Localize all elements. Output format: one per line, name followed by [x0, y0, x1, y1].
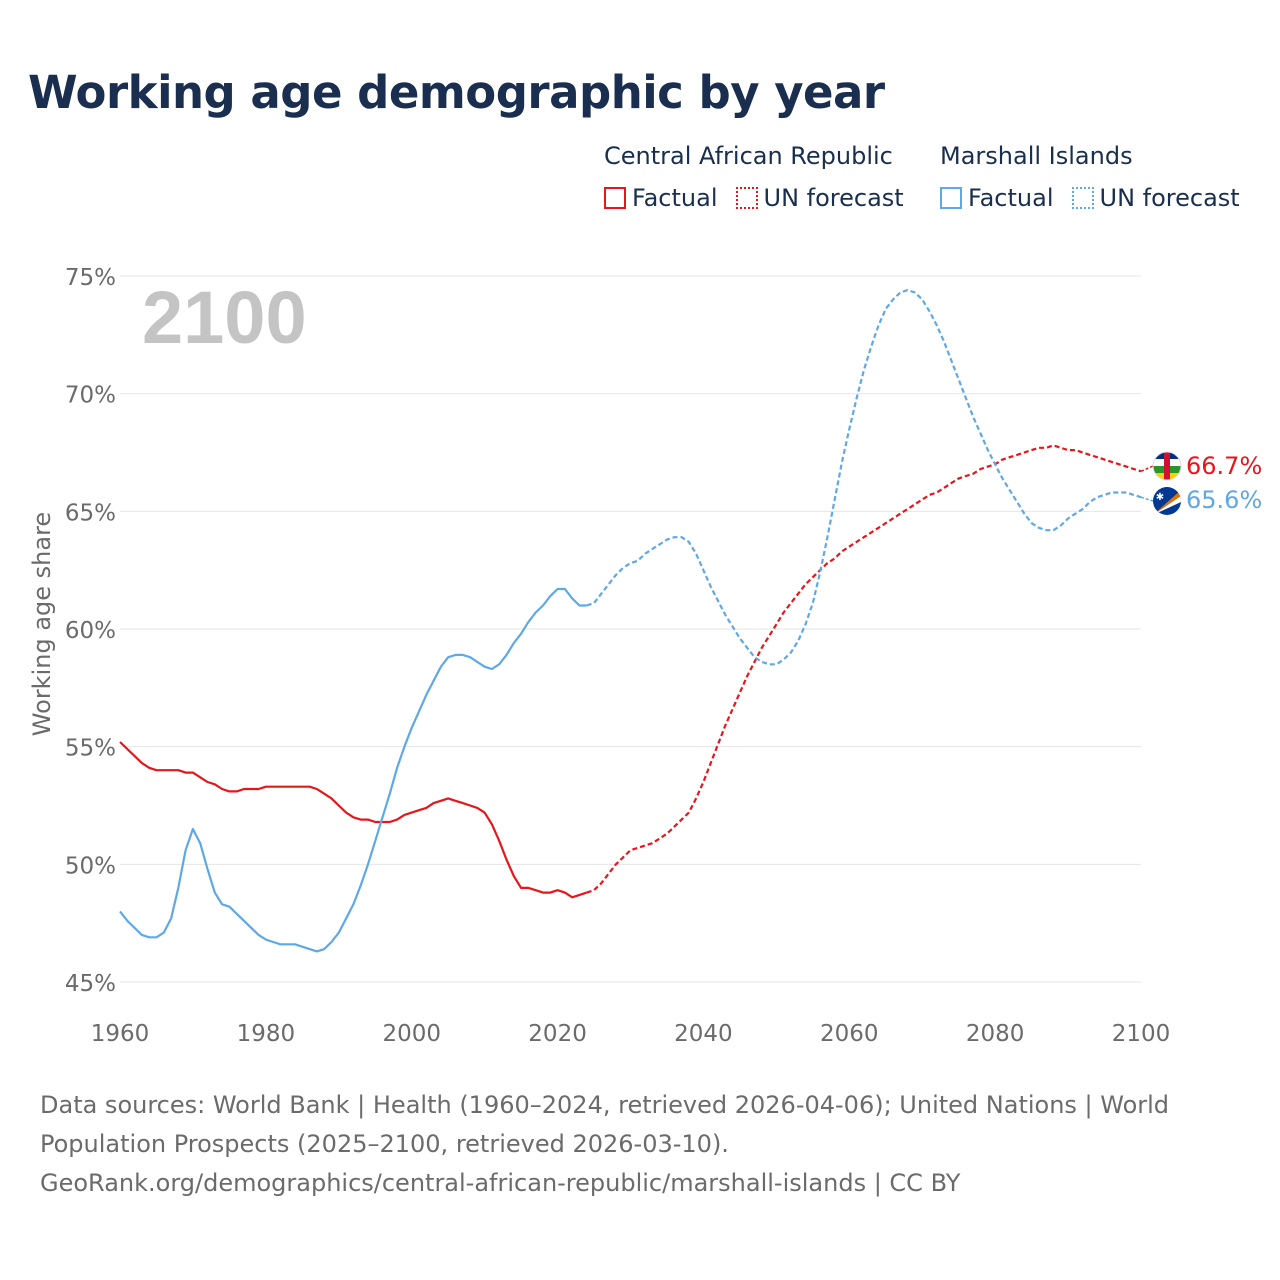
y-tick-label: 60% [65, 618, 116, 644]
y-tick-label: 45% [65, 971, 116, 997]
y-axis-ticks: 45% 50% 55% 60% 65% 70% 75% [65, 265, 116, 997]
grid-lines [120, 275, 1141, 983]
x-axis-ticks: 1960 1980 2000 2020 2040 2060 2080 2100 [91, 1021, 1171, 1047]
series-line-mhl-forecast[interactable] [586, 289, 1142, 666]
series-line-mhl-factual[interactable] [119, 587, 587, 953]
legend-group-car: Central African Republic Factual UN fore… [604, 142, 904, 212]
flag-icon-car [1152, 451, 1182, 481]
y-tick-label: 55% [65, 736, 116, 762]
legend-swatch-dotted [735, 187, 758, 209]
data-sources: Data sources: World Bank | Health (1960–… [40, 1086, 1240, 1203]
sources-line: Population Prospects (2025–2100, retriev… [40, 1130, 729, 1158]
x-tick-label: 2020 [528, 1021, 587, 1047]
legend-swatch-dotted [1071, 187, 1094, 209]
y-tick-label: 65% [65, 500, 116, 526]
x-tick-label: 2040 [674, 1021, 733, 1047]
y-tick-label: 70% [65, 383, 116, 409]
y-tick-label: 75% [65, 265, 116, 291]
svg-text:✱: ✱ [1156, 492, 1164, 503]
series-line-car-forecast[interactable] [586, 444, 1142, 894]
end-label-car: 66.7% [1186, 452, 1262, 480]
end-label-mhl: 65.6% [1186, 486, 1262, 514]
y-axis-title: Working age share [28, 512, 56, 736]
series-lines [119, 289, 1154, 953]
x-tick-label: 2100 [1112, 1021, 1171, 1047]
legend-item-mhl-forecast[interactable]: UN forecast [1071, 184, 1240, 212]
legend-swatch-solid [604, 187, 626, 209]
legend-group-mhl: Marshall Islands Factual UN forecast [940, 142, 1240, 212]
legend-label: Factual [632, 184, 718, 212]
year-watermark: 2100 [142, 276, 307, 359]
y-tick-label: 50% [65, 853, 116, 879]
x-tick-label: 1980 [237, 1021, 296, 1047]
x-tick-label: 2080 [966, 1021, 1025, 1047]
chart-title: Working age demographic by year [28, 66, 885, 119]
legend-country-label: Central African Republic [604, 142, 893, 170]
legend-item-car-forecast[interactable]: UN forecast [735, 184, 904, 212]
end-connector-mhl [1140, 496, 1154, 502]
x-tick-label: 2060 [820, 1021, 879, 1047]
flag-icon-mhl: ✱ [1153, 487, 1181, 515]
series-line-car-factual[interactable] [119, 741, 588, 899]
legend-label: UN forecast [1099, 184, 1240, 212]
end-connector-car [1140, 465, 1154, 473]
legend-label: UN forecast [763, 184, 904, 212]
end-markers: ✱ 66.7% 65.6% [1152, 451, 1262, 515]
sources-line: Data sources: World Bank | Health (1960–… [40, 1091, 1170, 1119]
sources-url[interactable]: GeoRank.org/demographics/central-african… [40, 1169, 961, 1197]
legend-label: Factual [968, 184, 1054, 212]
legend-country-label: Marshall Islands [940, 142, 1133, 170]
x-tick-label: 1960 [91, 1021, 150, 1047]
legend-swatch-solid [940, 187, 962, 209]
legend-item-car-factual[interactable]: Factual [604, 184, 718, 212]
legend-item-mhl-factual[interactable]: Factual [940, 184, 1054, 212]
x-tick-label: 2000 [382, 1021, 441, 1047]
